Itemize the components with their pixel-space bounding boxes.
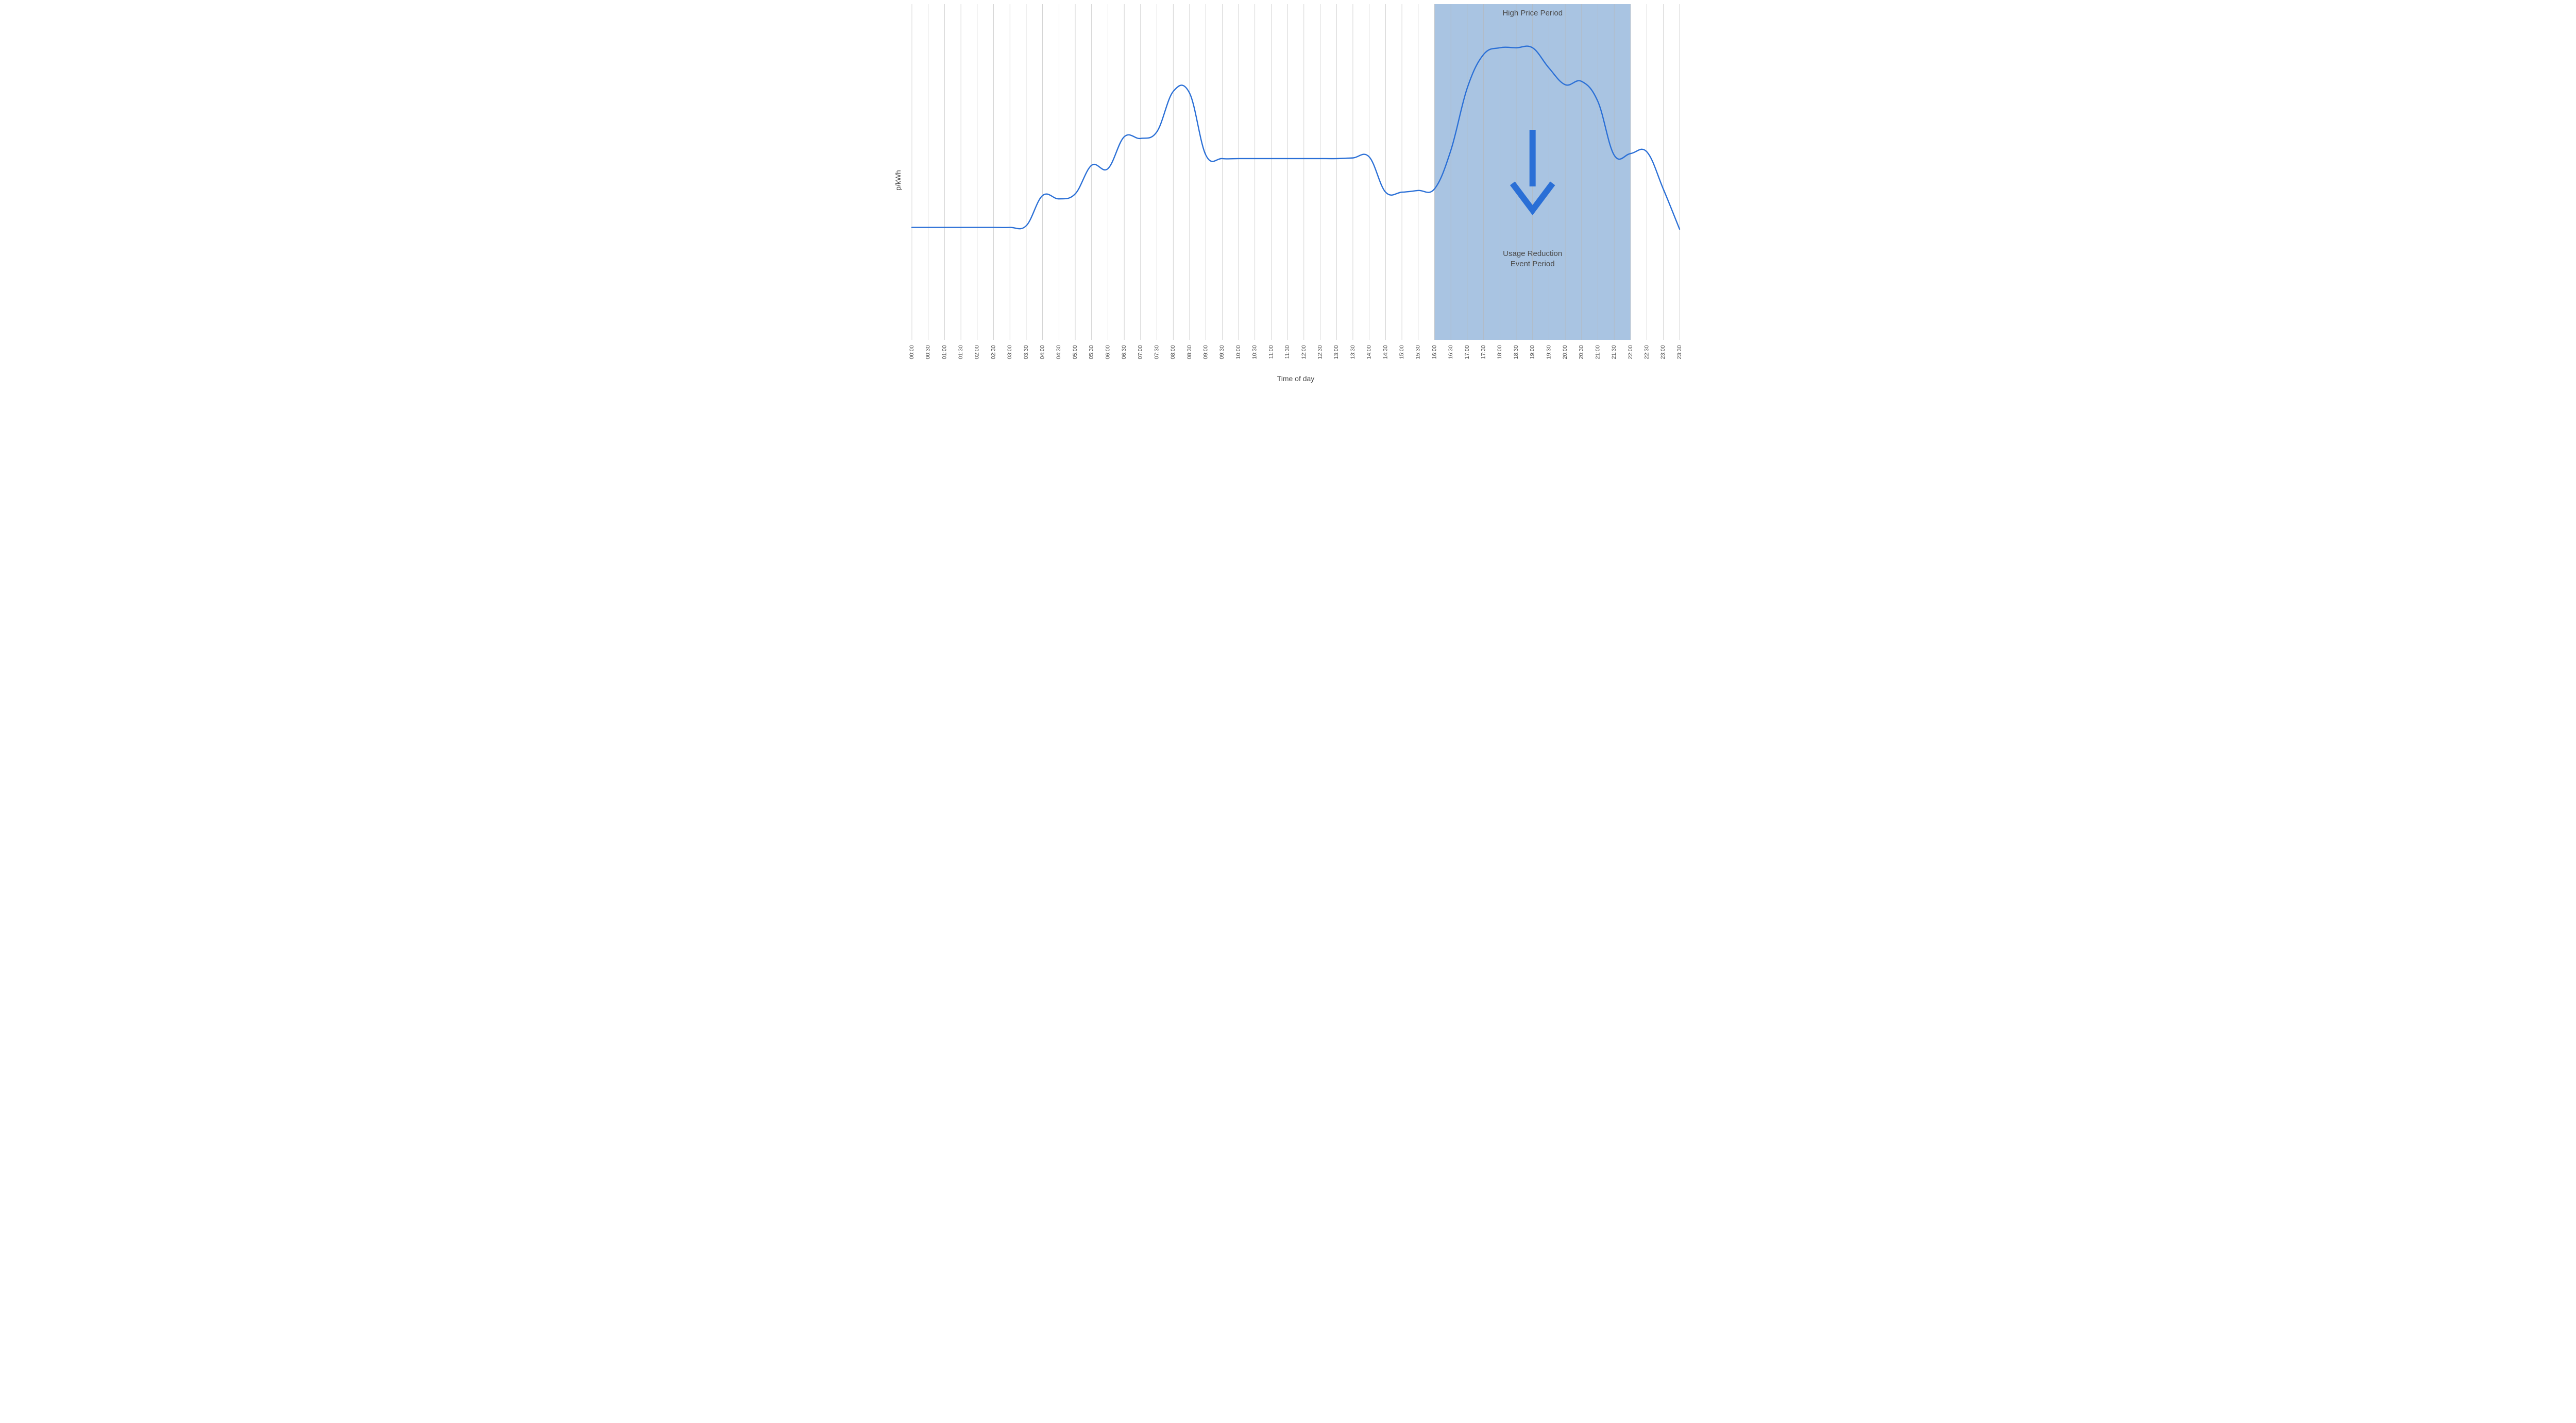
x-tick-label: 04:00 bbox=[1040, 345, 1046, 359]
x-tick-label: 17:30 bbox=[1480, 345, 1486, 359]
x-tick-label: 02:30 bbox=[990, 345, 996, 359]
usage-reduction-label-1: Usage Reduction bbox=[1503, 249, 1562, 258]
y-axis-label: p/kWh bbox=[894, 170, 902, 191]
x-tick-label: 07:30 bbox=[1154, 345, 1160, 359]
x-tick-label: 23:00 bbox=[1660, 345, 1666, 359]
x-tick-label: 21:30 bbox=[1611, 345, 1617, 359]
x-tick-label: 04:30 bbox=[1056, 345, 1062, 359]
x-tick-label: 01:00 bbox=[941, 345, 947, 359]
x-tick-label: 10:30 bbox=[1252, 345, 1258, 359]
x-tick-label: 12:30 bbox=[1317, 345, 1323, 359]
x-tick-label: 00:30 bbox=[925, 345, 931, 359]
x-tick-label: 19:00 bbox=[1530, 345, 1536, 359]
x-tick-label: 21:00 bbox=[1595, 345, 1601, 359]
x-tick-label: 16:00 bbox=[1431, 345, 1437, 359]
chart-container: 00:00 00:30 01:00 01:30 02:00 02:30 03:00 03:30… bbox=[886, 0, 1690, 389]
x-tick-label: 14:00 bbox=[1366, 345, 1372, 359]
x-tick-label: 22:00 bbox=[1628, 345, 1634, 359]
x-tick-label: 08:30 bbox=[1187, 345, 1193, 359]
x-tick-label: 09:00 bbox=[1203, 345, 1209, 359]
x-tick-label: 11:00 bbox=[1268, 345, 1274, 359]
x-tick-label: 10:00 bbox=[1235, 345, 1242, 359]
usage-reduction-label-2: Event Period bbox=[1511, 260, 1555, 268]
x-tick-label: 18:30 bbox=[1513, 345, 1519, 359]
x-tick-label: 20:30 bbox=[1579, 345, 1585, 359]
x-tick-label: 23:30 bbox=[1676, 345, 1683, 359]
x-tick-label: 06:00 bbox=[1105, 345, 1111, 359]
x-tick-label: 16:30 bbox=[1448, 345, 1454, 359]
x-tick-label: 13:00 bbox=[1333, 345, 1340, 359]
x-tick-label: 22:30 bbox=[1644, 345, 1650, 359]
x-tick-label: 12:00 bbox=[1301, 345, 1307, 359]
x-axis-label: Time of day bbox=[1277, 374, 1315, 383]
x-tick-label: 09:30 bbox=[1219, 345, 1225, 359]
x-tick-label: 15:00 bbox=[1399, 345, 1405, 359]
x-tick-label: 01:30 bbox=[958, 345, 964, 359]
x-tick-label: 20:00 bbox=[1562, 345, 1568, 359]
price-time-of-day-chart: 00:00 00:30 01:00 01:30 02:00 02:30 03:00 03:30… bbox=[886, 0, 1690, 389]
x-tick-label: 13:30 bbox=[1350, 345, 1356, 359]
x-tick-label: 18:00 bbox=[1497, 345, 1503, 359]
x-tick-label: 15:30 bbox=[1415, 345, 1421, 359]
x-tick-label: 08:00 bbox=[1170, 345, 1176, 359]
x-tick-label: 06:30 bbox=[1121, 345, 1127, 359]
x-tick-label: 07:00 bbox=[1138, 345, 1144, 359]
x-tick-label: 02:00 bbox=[974, 345, 980, 359]
x-tick-label: 11:30 bbox=[1284, 345, 1291, 359]
x-tick-label: 14:30 bbox=[1382, 345, 1388, 359]
x-tick-label: 00:00 bbox=[909, 345, 915, 359]
x-tick-label: 17:00 bbox=[1464, 345, 1470, 359]
x-tick-label: 05:30 bbox=[1089, 345, 1095, 359]
x-tick-label: 03:00 bbox=[1007, 345, 1013, 359]
x-tick-label: 19:30 bbox=[1546, 345, 1552, 359]
x-tick-label: 05:00 bbox=[1072, 345, 1078, 359]
x-tick-label: 03:30 bbox=[1023, 345, 1029, 359]
high-price-period-label: High Price Period bbox=[1502, 9, 1563, 18]
